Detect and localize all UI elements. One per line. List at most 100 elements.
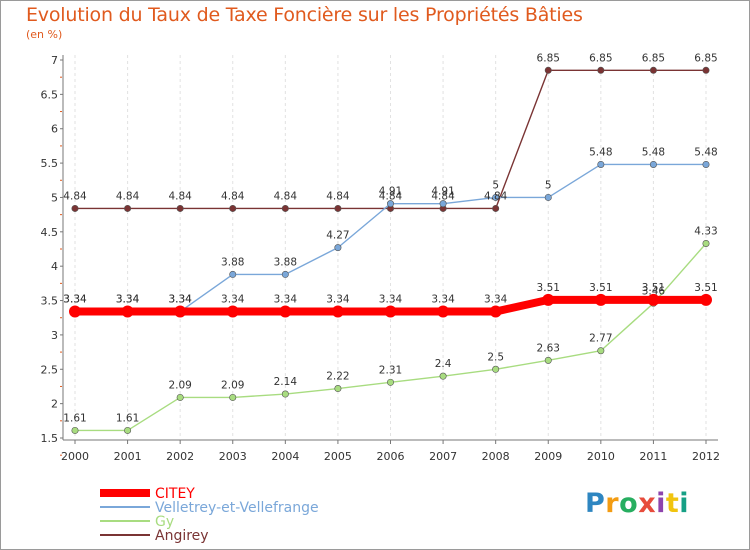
data-label: 2.63 [537, 342, 560, 354]
data-point [176, 393, 184, 401]
data-point [594, 293, 607, 306]
data-label: 6.85 [694, 52, 717, 64]
data-point [71, 204, 79, 212]
data-point [124, 204, 132, 212]
data-label: 6.85 [537, 52, 560, 64]
data-label: 5.48 [694, 146, 717, 158]
y-tick-label: 2.5 [41, 363, 59, 376]
data-point [121, 305, 134, 318]
data-point [386, 378, 394, 386]
y-tick-label: 6 [51, 123, 58, 136]
data-label: 4.84 [221, 190, 245, 202]
logo-letter: o [619, 488, 639, 519]
data-point [439, 372, 447, 380]
data-label: 3.34 [116, 294, 140, 306]
data-label: 3.51 [537, 282, 560, 294]
data-label: 4.91 [379, 186, 402, 198]
data-point [597, 66, 605, 74]
series-lines [69, 66, 712, 434]
data-point [229, 204, 237, 212]
data-point [702, 160, 710, 168]
data-point [544, 356, 552, 364]
logo-letter: i [679, 488, 690, 519]
data-label: 4.91 [431, 186, 454, 198]
x-tick-label: 2012 [692, 450, 720, 463]
data-label: 2.4 [435, 358, 452, 370]
data-label: 3.34 [484, 294, 508, 306]
x-tick-label: 2002 [166, 450, 194, 463]
data-label: 3.88 [221, 256, 244, 268]
data-point [334, 204, 342, 212]
y-tick-label: 5 [51, 191, 58, 204]
y-tick-label: 3 [51, 329, 58, 342]
data-label: 3.34 [431, 294, 455, 306]
y-tick-label: 5.5 [41, 157, 59, 170]
data-point [281, 204, 289, 212]
data-label: 3.34 [221, 294, 245, 306]
data-point [384, 305, 397, 318]
data-point [437, 305, 450, 318]
data-label: 4.84 [116, 190, 140, 202]
data-point [176, 204, 184, 212]
data-label: 2.14 [274, 376, 298, 388]
data-point [647, 293, 660, 306]
data-label: 6.85 [589, 52, 612, 64]
y-tick-label: 4 [51, 260, 58, 273]
legend-entry: Velletrey-et-Vellefrange [155, 500, 319, 516]
data-point [174, 305, 187, 318]
data-point [597, 160, 605, 168]
data-point [281, 270, 289, 278]
x-tick-label: 2004 [271, 450, 299, 463]
data-point [279, 305, 292, 318]
y-tick-label: 3.5 [41, 295, 59, 308]
logo-letter: i [656, 488, 666, 519]
data-label: 4.33 [694, 226, 717, 238]
data-point [334, 385, 342, 393]
data-point [492, 204, 500, 212]
data-label: 2.09 [221, 379, 244, 391]
data-point [331, 305, 344, 318]
data-label: 2.31 [379, 364, 402, 376]
legend-entry: Angirey [155, 528, 209, 544]
legend-entry: CITEY [155, 486, 195, 502]
data-label: 5.48 [589, 146, 612, 158]
y-tick-label: 2 [51, 398, 58, 411]
x-tick-label: 2003 [219, 450, 247, 463]
data-point [71, 426, 79, 434]
logo-letter: x [638, 488, 657, 519]
data-point [702, 240, 710, 248]
data-label: 2.5 [487, 351, 504, 363]
data-point [542, 293, 555, 306]
data-label: 5 [545, 179, 552, 191]
data-label: 4.27 [326, 230, 349, 242]
x-tick-label: 2009 [534, 450, 562, 463]
data-label: 1.61 [63, 412, 86, 424]
proxiti-logo: Proxiti [585, 488, 689, 519]
y-tick-label: 7 [51, 54, 58, 67]
data-label: 3.34 [168, 294, 192, 306]
data-label: 3.46 [642, 285, 666, 297]
data-point [489, 305, 502, 318]
data-label: 3.34 [326, 294, 350, 306]
data-point [700, 293, 712, 306]
data-label: 3.34 [274, 294, 298, 306]
x-tick-label: 2001 [114, 450, 142, 463]
axes: 1.5 2 2.5 3 3.5 4 4.5 5 5.5 6 6.5 7 2000 2001 2002 2003… [41, 54, 721, 463]
data-point [226, 305, 239, 318]
data-label: 2.22 [326, 371, 349, 383]
data-label: 6.85 [642, 52, 665, 64]
data-label: 3.51 [694, 282, 717, 294]
x-tick-label: 2010 [587, 450, 615, 463]
data-label: 3.34 [116, 294, 140, 306]
data-label: 1.61 [116, 412, 139, 424]
x-tick-label: 2011 [639, 450, 667, 463]
data-label: 3.34 [63, 294, 87, 306]
x-tick-label: 2000 [61, 450, 89, 463]
data-label: 5.48 [642, 146, 665, 158]
data-point [124, 426, 132, 434]
data-label: 2.09 [168, 379, 191, 391]
data-point [334, 244, 342, 252]
data-label: 4.84 [326, 190, 350, 202]
y-tick-label: 4.5 [41, 226, 59, 239]
